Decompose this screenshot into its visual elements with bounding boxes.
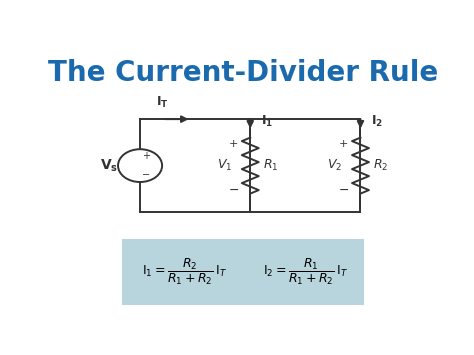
Bar xyxy=(122,239,364,305)
Text: $\mathbf{V_s}$: $\mathbf{V_s}$ xyxy=(100,157,118,174)
Text: −: − xyxy=(228,184,239,197)
Text: $V_2$: $V_2$ xyxy=(327,158,342,173)
Text: $\mathbf{I_1}$: $\mathbf{I_1}$ xyxy=(261,114,273,130)
Text: $\mathbf{I_T}$: $\mathbf{I_T}$ xyxy=(156,94,168,110)
Text: $V_1$: $V_1$ xyxy=(217,158,232,173)
Text: $\mathrm{I}_2 = \dfrac{R_1}{R_1 + R_2}\,\mathrm{I}_T$: $\mathrm{I}_2 = \dfrac{R_1}{R_1 + R_2}\,… xyxy=(263,257,348,287)
Text: −: − xyxy=(339,184,349,197)
Text: +: + xyxy=(339,139,349,149)
Text: The Current-Divider Rule: The Current-Divider Rule xyxy=(48,59,438,87)
Text: $R_1$: $R_1$ xyxy=(263,158,279,173)
Text: $R_2$: $R_2$ xyxy=(374,158,389,173)
Text: $\mathbf{I_2}$: $\mathbf{I_2}$ xyxy=(372,114,383,130)
Text: −: − xyxy=(142,170,150,180)
Text: +: + xyxy=(229,139,238,149)
Text: $\mathrm{I}_1 = \dfrac{R_2}{R_1 + R_2}\,\mathrm{I}_T$: $\mathrm{I}_1 = \dfrac{R_2}{R_1 + R_2}\,… xyxy=(142,257,227,287)
Text: +: + xyxy=(142,151,150,161)
